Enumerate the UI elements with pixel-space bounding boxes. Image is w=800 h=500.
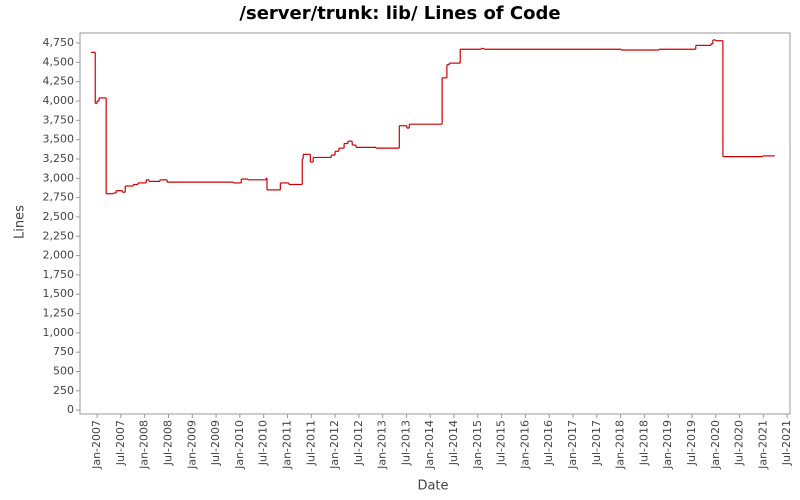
x-tick-label: Jul-2012 [352, 420, 365, 466]
x-tick-label: Jan-2018 [614, 420, 627, 470]
x-tick-label: Jan-2017 [566, 420, 579, 470]
x-tick-label: Jul-2020 [733, 420, 746, 466]
y-tick-label: 3,000 [43, 171, 75, 184]
x-tick-label: Jul-2018 [637, 420, 650, 466]
x-tick-label: Jan-2019 [661, 420, 674, 470]
x-tick-label: Jan-2016 [518, 420, 531, 470]
y-tick-label: 1,000 [43, 326, 75, 339]
x-tick-label: Jul-2009 [209, 420, 222, 466]
x-tick-label: Jul-2007 [114, 420, 127, 466]
y-tick-label: 1,500 [43, 287, 75, 300]
x-tick-label: Jan-2007 [90, 420, 103, 470]
chart-title: /server/trunk: lib/ Lines of Code [239, 3, 560, 24]
y-tick-label: 4,250 [43, 75, 75, 88]
x-tick-label: Jan-2009 [185, 420, 198, 470]
plot-area [79, 32, 791, 415]
x-tick-label: Jan-2014 [423, 420, 436, 470]
x-tick-label: Jul-2013 [399, 420, 412, 466]
y-tick-label: 1,250 [43, 307, 75, 320]
x-tick-label: Jul-2017 [590, 420, 603, 466]
x-tick-label: Jan-2020 [709, 420, 722, 470]
y-tick-label: 3,750 [43, 113, 75, 126]
y-tick-label: 500 [53, 364, 74, 377]
y-tick-label: 3,250 [43, 152, 75, 165]
x-tick-label: Jul-2019 [685, 420, 698, 466]
x-tick-label: Jul-2010 [257, 420, 270, 466]
x-tick-label: Jan-2010 [233, 420, 246, 470]
y-tick-label: 2,500 [43, 210, 75, 223]
x-tick-label: Jan-2012 [328, 420, 341, 470]
y-tick-label: 2,250 [43, 229, 75, 242]
x-tick-label: Jul-2008 [162, 420, 175, 466]
y-tick-label: 2,000 [43, 249, 75, 262]
y-axis-title: Lines [13, 205, 28, 239]
x-axis-title: Date [417, 479, 448, 494]
y-tick-label: 0 [67, 403, 74, 416]
y-tick-label: 250 [53, 384, 74, 397]
x-tick-label: Jan-2011 [280, 420, 293, 470]
x-tick-label: Jul-2015 [495, 420, 508, 466]
x-tick-label: Jan-2015 [471, 420, 484, 470]
x-tick-label: Jul-2011 [304, 420, 317, 466]
y-tick-label: 2,750 [43, 191, 75, 204]
y-tick-label: 1,750 [43, 268, 75, 281]
x-tick-label: Jan-2013 [376, 420, 389, 470]
x-tick-label: Jan-2008 [138, 420, 151, 470]
y-tick-label: 4,000 [43, 94, 75, 107]
x-tick-label: Jul-2014 [447, 420, 460, 466]
x-tick-label: Jan-2021 [756, 420, 769, 470]
x-tick-label: Jul-2016 [542, 420, 555, 466]
x-tick-label: Jul-2021 [780, 420, 793, 466]
y-tick-label: 750 [53, 345, 74, 358]
y-tick-label: 3,500 [43, 133, 75, 146]
y-tick-label: 4,750 [43, 36, 75, 49]
y-tick-label: 4,500 [43, 55, 75, 68]
